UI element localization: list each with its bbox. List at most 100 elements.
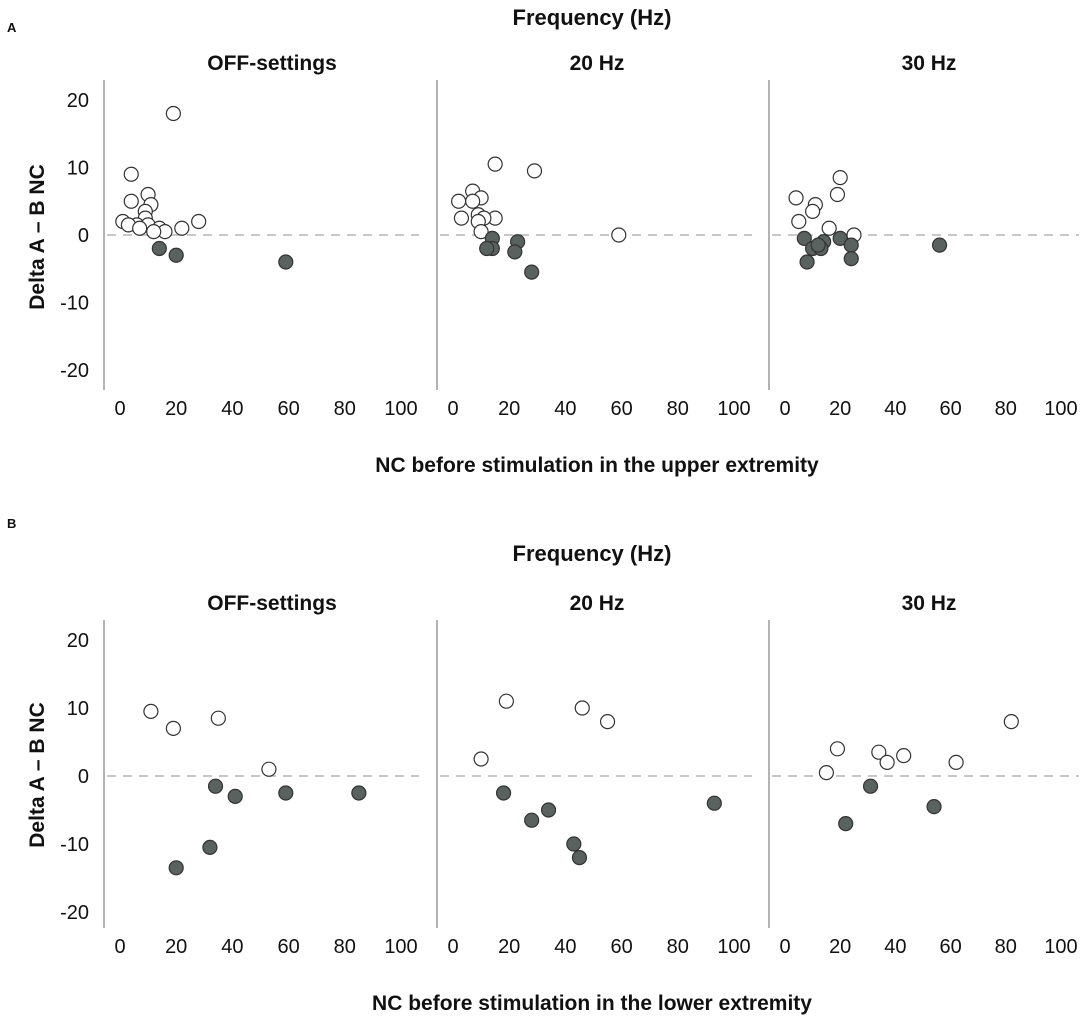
panel-b-facet-3-point-open xyxy=(829,741,846,757)
panel-b-y-tick-label: 20 xyxy=(67,630,89,652)
panel-a-y-tick-label: -10 xyxy=(60,293,89,315)
panel-b-facet-1-point-filled xyxy=(168,860,184,876)
panel-b-facet-1-point-open xyxy=(165,720,181,737)
panel-a-y-tick-label: 10 xyxy=(67,158,89,180)
panel-b-y-tick-label: 10 xyxy=(67,698,89,720)
panel-a-y-tick-label: 0 xyxy=(78,225,89,247)
panel-a-facet-1-point-open xyxy=(191,213,207,230)
panel-a-facet-3-point-open xyxy=(804,203,821,219)
panel-a-facet-3-point-filled xyxy=(799,254,815,270)
panel-b-facet-3-x-tick-label: 0 xyxy=(779,936,790,958)
panel-b-facet-2-point-filled xyxy=(495,785,512,801)
panel-a-facet-1-point-open xyxy=(174,220,190,236)
panel-a-facet-title-30hz: 30 Hz xyxy=(902,52,957,75)
panel-a-facet-3-x-tick-label: 60 xyxy=(939,398,961,420)
panel-b-facet-3-point-open xyxy=(896,747,912,764)
panel-a-facet-2-point-open xyxy=(526,163,543,179)
panel-b-facet-3-point-filled xyxy=(862,778,879,794)
panel-b-facet-1-point-filled xyxy=(278,785,294,801)
panel-a-facet-1-x-tick-label: 80 xyxy=(334,398,356,420)
panel-a-facet-title-off: OFF-settings xyxy=(207,52,337,75)
panel-b-facet-1-point-open xyxy=(143,703,159,720)
panel-b-facet-3-x-tick-label: 80 xyxy=(995,936,1017,958)
panel-b-facet-3-point-filled xyxy=(838,815,854,832)
panel-a-facet-2-point-open xyxy=(451,193,467,209)
panel-b-facet-1-point-filled xyxy=(202,839,218,856)
panel-b-facet-1-x-tick-label: 40 xyxy=(221,936,243,958)
panel-b-facet-1-x-tick-label: 100 xyxy=(384,936,417,958)
panel-b-y-tick-label: 0 xyxy=(78,766,89,788)
panel-a-facet-1-point-filled xyxy=(151,240,167,257)
panel-a-facet-3-point-open xyxy=(829,186,846,203)
panel-a-facet-2-point-filled xyxy=(479,240,495,257)
panel-a-facet-3-point-open xyxy=(821,220,837,236)
panel-b-letter: B xyxy=(7,516,16,531)
panel-a-facet-2-x-tick-label: 20 xyxy=(498,398,520,420)
panel-a-facet-2-x-tick-label: 100 xyxy=(717,398,750,420)
panel-b-facet-3-point-filled xyxy=(926,798,942,815)
panel-b-facet-3-x-tick-label: 60 xyxy=(939,936,961,958)
panel-a-facet-3-point-open xyxy=(832,170,848,186)
panel-a-facet-3-point-filled xyxy=(796,230,812,246)
panel-a-facet-2-x-tick-label: 40 xyxy=(554,398,576,420)
panel-b-facet-2-point-open xyxy=(574,700,590,716)
panel-a-facet-2-point-filled xyxy=(507,244,523,260)
panel-b-facet-title-20hz: 20 Hz xyxy=(570,592,625,615)
panel-a-facet-1-point-open xyxy=(165,105,181,122)
panel-b-facet-3-x-tick-label: 100 xyxy=(1044,936,1077,958)
panel-b-facet-title-off: OFF-settings xyxy=(207,592,337,615)
panel-b-facet-3-point-open xyxy=(948,754,964,771)
panel-a-facet-2-point-open xyxy=(473,224,489,240)
panel-a-y-tick-label: -20 xyxy=(60,360,89,382)
panel-a-y-tick-label: 20 xyxy=(67,90,89,112)
panel-b-facet-1-x-tick-label: 20 xyxy=(165,936,187,958)
panel-b-facet-1-point-filled xyxy=(207,778,224,794)
panel-b-facet-2-x-tick-label: 80 xyxy=(667,936,689,958)
panel-b-facet-1-point-filled xyxy=(227,788,243,805)
panel-a-facet-3-point-filled xyxy=(843,251,859,267)
panel-b-facet-1-x-tick-label: 60 xyxy=(277,936,299,958)
panel-a-facet-3-point-filled xyxy=(931,237,948,253)
panel-a-facet-3-point-filled xyxy=(810,237,826,253)
panel-b-y-axis-label: Delta A – B NC xyxy=(26,702,49,847)
panel-a-facet-2-point-open xyxy=(611,227,627,243)
panel-b-facet-2-point-filled xyxy=(571,849,588,866)
panel-a-facet-2-x-tick-label: 0 xyxy=(447,398,458,420)
panel-b-facet-1-point-open xyxy=(261,761,277,777)
panel-b-y-tick-label: -10 xyxy=(60,834,89,856)
panel-b-facet-3-point-open xyxy=(818,764,835,781)
panel-a-facet-3-x-tick-label: 0 xyxy=(779,398,790,420)
panel-b-facet-2-point-open xyxy=(498,693,514,709)
panel-b-facet-3-x-tick-label: 20 xyxy=(829,936,851,958)
panel-b-facet-1-x-tick-label: 0 xyxy=(114,936,125,958)
panel-a-facet-1-x-tick-label: 0 xyxy=(114,398,125,420)
panel-a-letter: A xyxy=(7,20,17,35)
panel-b-facet-1-point-open xyxy=(210,710,226,726)
panel-a-facet-1-point-filled xyxy=(168,247,184,263)
panel-a-x-axis-label: NC before stimulation in the upper extre… xyxy=(375,454,819,477)
panel-b-facet-2-x-tick-label: 40 xyxy=(554,936,576,958)
panel-b-facet-3-point-open xyxy=(879,754,895,771)
panel-a-facet-3-point-filled xyxy=(843,237,859,253)
panel-b-facet-2-x-tick-label: 60 xyxy=(610,936,632,958)
panel-b-facet-2-point-open xyxy=(599,713,616,730)
panel-a-facet-3-point-open xyxy=(791,213,807,230)
panel-a-title: Frequency (Hz) xyxy=(513,5,672,30)
panel-a-facet-3-point-open xyxy=(788,190,804,206)
panel-a-facet-2-point-open xyxy=(453,210,470,226)
panel-b-facet-1-x-tick-label: 80 xyxy=(334,936,356,958)
panel-b-facet-3-point-open xyxy=(871,744,887,760)
panel-b-facet-title-30hz: 30 Hz xyxy=(902,592,957,615)
panel-a-y-axis-label: Delta A – B NC xyxy=(26,164,49,309)
panel-b-facet-2-x-tick-label: 0 xyxy=(447,936,458,958)
panel-b-facet-3-point-open xyxy=(1003,713,1019,730)
panel-a-facet-3-x-tick-label: 100 xyxy=(1044,398,1077,420)
panel-b-title: Frequency (Hz) xyxy=(513,541,672,566)
panel-a-facet-1-x-tick-label: 40 xyxy=(221,398,243,420)
panel-b-facet-2-point-open xyxy=(473,751,489,767)
panel-a-facet-1-point-open xyxy=(146,224,162,240)
panel-a-facet-2-x-tick-label: 60 xyxy=(610,398,632,420)
panel-b-facet-2-point-filled xyxy=(566,836,582,852)
